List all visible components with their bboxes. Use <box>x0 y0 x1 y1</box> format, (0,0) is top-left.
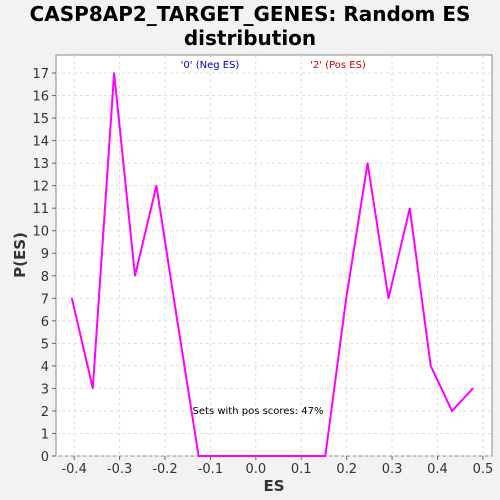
data-point <box>176 320 179 322</box>
data-point <box>451 410 453 412</box>
y-tick-label: 5 <box>41 337 49 352</box>
legend-entry-neg-es: '0' (Neg ES) <box>181 60 240 71</box>
data-point <box>155 184 158 187</box>
data-point <box>113 72 115 74</box>
y-tick-label: 2 <box>41 405 49 420</box>
data-point <box>345 297 348 300</box>
y-tick-label: 14 <box>32 135 49 150</box>
data-point <box>282 455 284 457</box>
x-tick-label: -0.1 <box>198 462 223 477</box>
y-tick-label: 15 <box>32 112 49 127</box>
x-tick-label: 0.1 <box>291 462 312 477</box>
y-tick-label: 9 <box>41 247 49 262</box>
chart-title-line-2: distribution <box>183 26 317 50</box>
data-point <box>303 455 305 457</box>
plot-area <box>55 54 493 457</box>
y-tick-label: 13 <box>32 157 49 172</box>
data-point <box>260 455 263 457</box>
y-tick-label: 16 <box>32 90 49 105</box>
data-point <box>429 365 432 367</box>
grid-lines <box>56 55 492 457</box>
x-tick-label: -0.3 <box>107 462 132 477</box>
y-tick-label: 3 <box>41 382 49 397</box>
data-point <box>472 387 474 390</box>
y-tick-label: 6 <box>41 315 49 330</box>
legend-entry-pos-es: '2' (Pos ES) <box>310 60 366 71</box>
x-tick-label: 0.3 <box>382 462 403 477</box>
y-tick-label: 12 <box>32 180 49 195</box>
series-line <box>70 72 474 457</box>
x-axis-title: ES <box>263 477 284 495</box>
y-tick-label: 8 <box>41 270 49 285</box>
x-tick-label: -0.2 <box>152 462 177 477</box>
x-tick-label: 0.4 <box>427 462 448 477</box>
x-tick-label: 0.0 <box>245 462 266 477</box>
data-point <box>197 455 200 457</box>
x-tick-label: -0.4 <box>61 462 86 477</box>
y-tick-label: 17 <box>32 67 49 82</box>
y-tick-label: 4 <box>41 360 49 375</box>
series-layer <box>70 72 474 457</box>
data-point <box>324 455 327 457</box>
data-point <box>387 297 390 300</box>
legend: '0' (Neg ES) '2' (Pos ES) <box>181 60 366 71</box>
axes: -0.4 -0.3 -0.2 -0.1 0.0 0.1 0.2 0.3 0.4 0.5012345… <box>32 67 493 477</box>
y-tick-label: 11 <box>32 202 49 217</box>
y-tick-label: 1 <box>41 427 49 442</box>
data-point <box>408 207 411 209</box>
data-point <box>91 387 94 390</box>
chart-title-line-1: CASP8AP2_TARGET_GENES: Random ES <box>29 2 471 26</box>
data-point <box>240 455 242 457</box>
y-tick-label: 10 <box>32 225 49 240</box>
chart-title: CASP8AP2_TARGET_GENES: Random ES distrib… <box>0 2 500 50</box>
x-tick-label: 0.5 <box>473 462 494 477</box>
chart-annotation: Sets with pos scores: 47% <box>193 406 324 417</box>
y-tick-label: 0 <box>41 450 49 465</box>
data-point <box>366 162 369 164</box>
data-point <box>218 455 221 457</box>
y-axis-title: P(ES) <box>11 232 29 278</box>
data-point <box>71 297 73 300</box>
y-tick-label: 7 <box>41 292 49 307</box>
x-tick-label: 0.2 <box>336 462 357 477</box>
data-point <box>134 274 136 277</box>
